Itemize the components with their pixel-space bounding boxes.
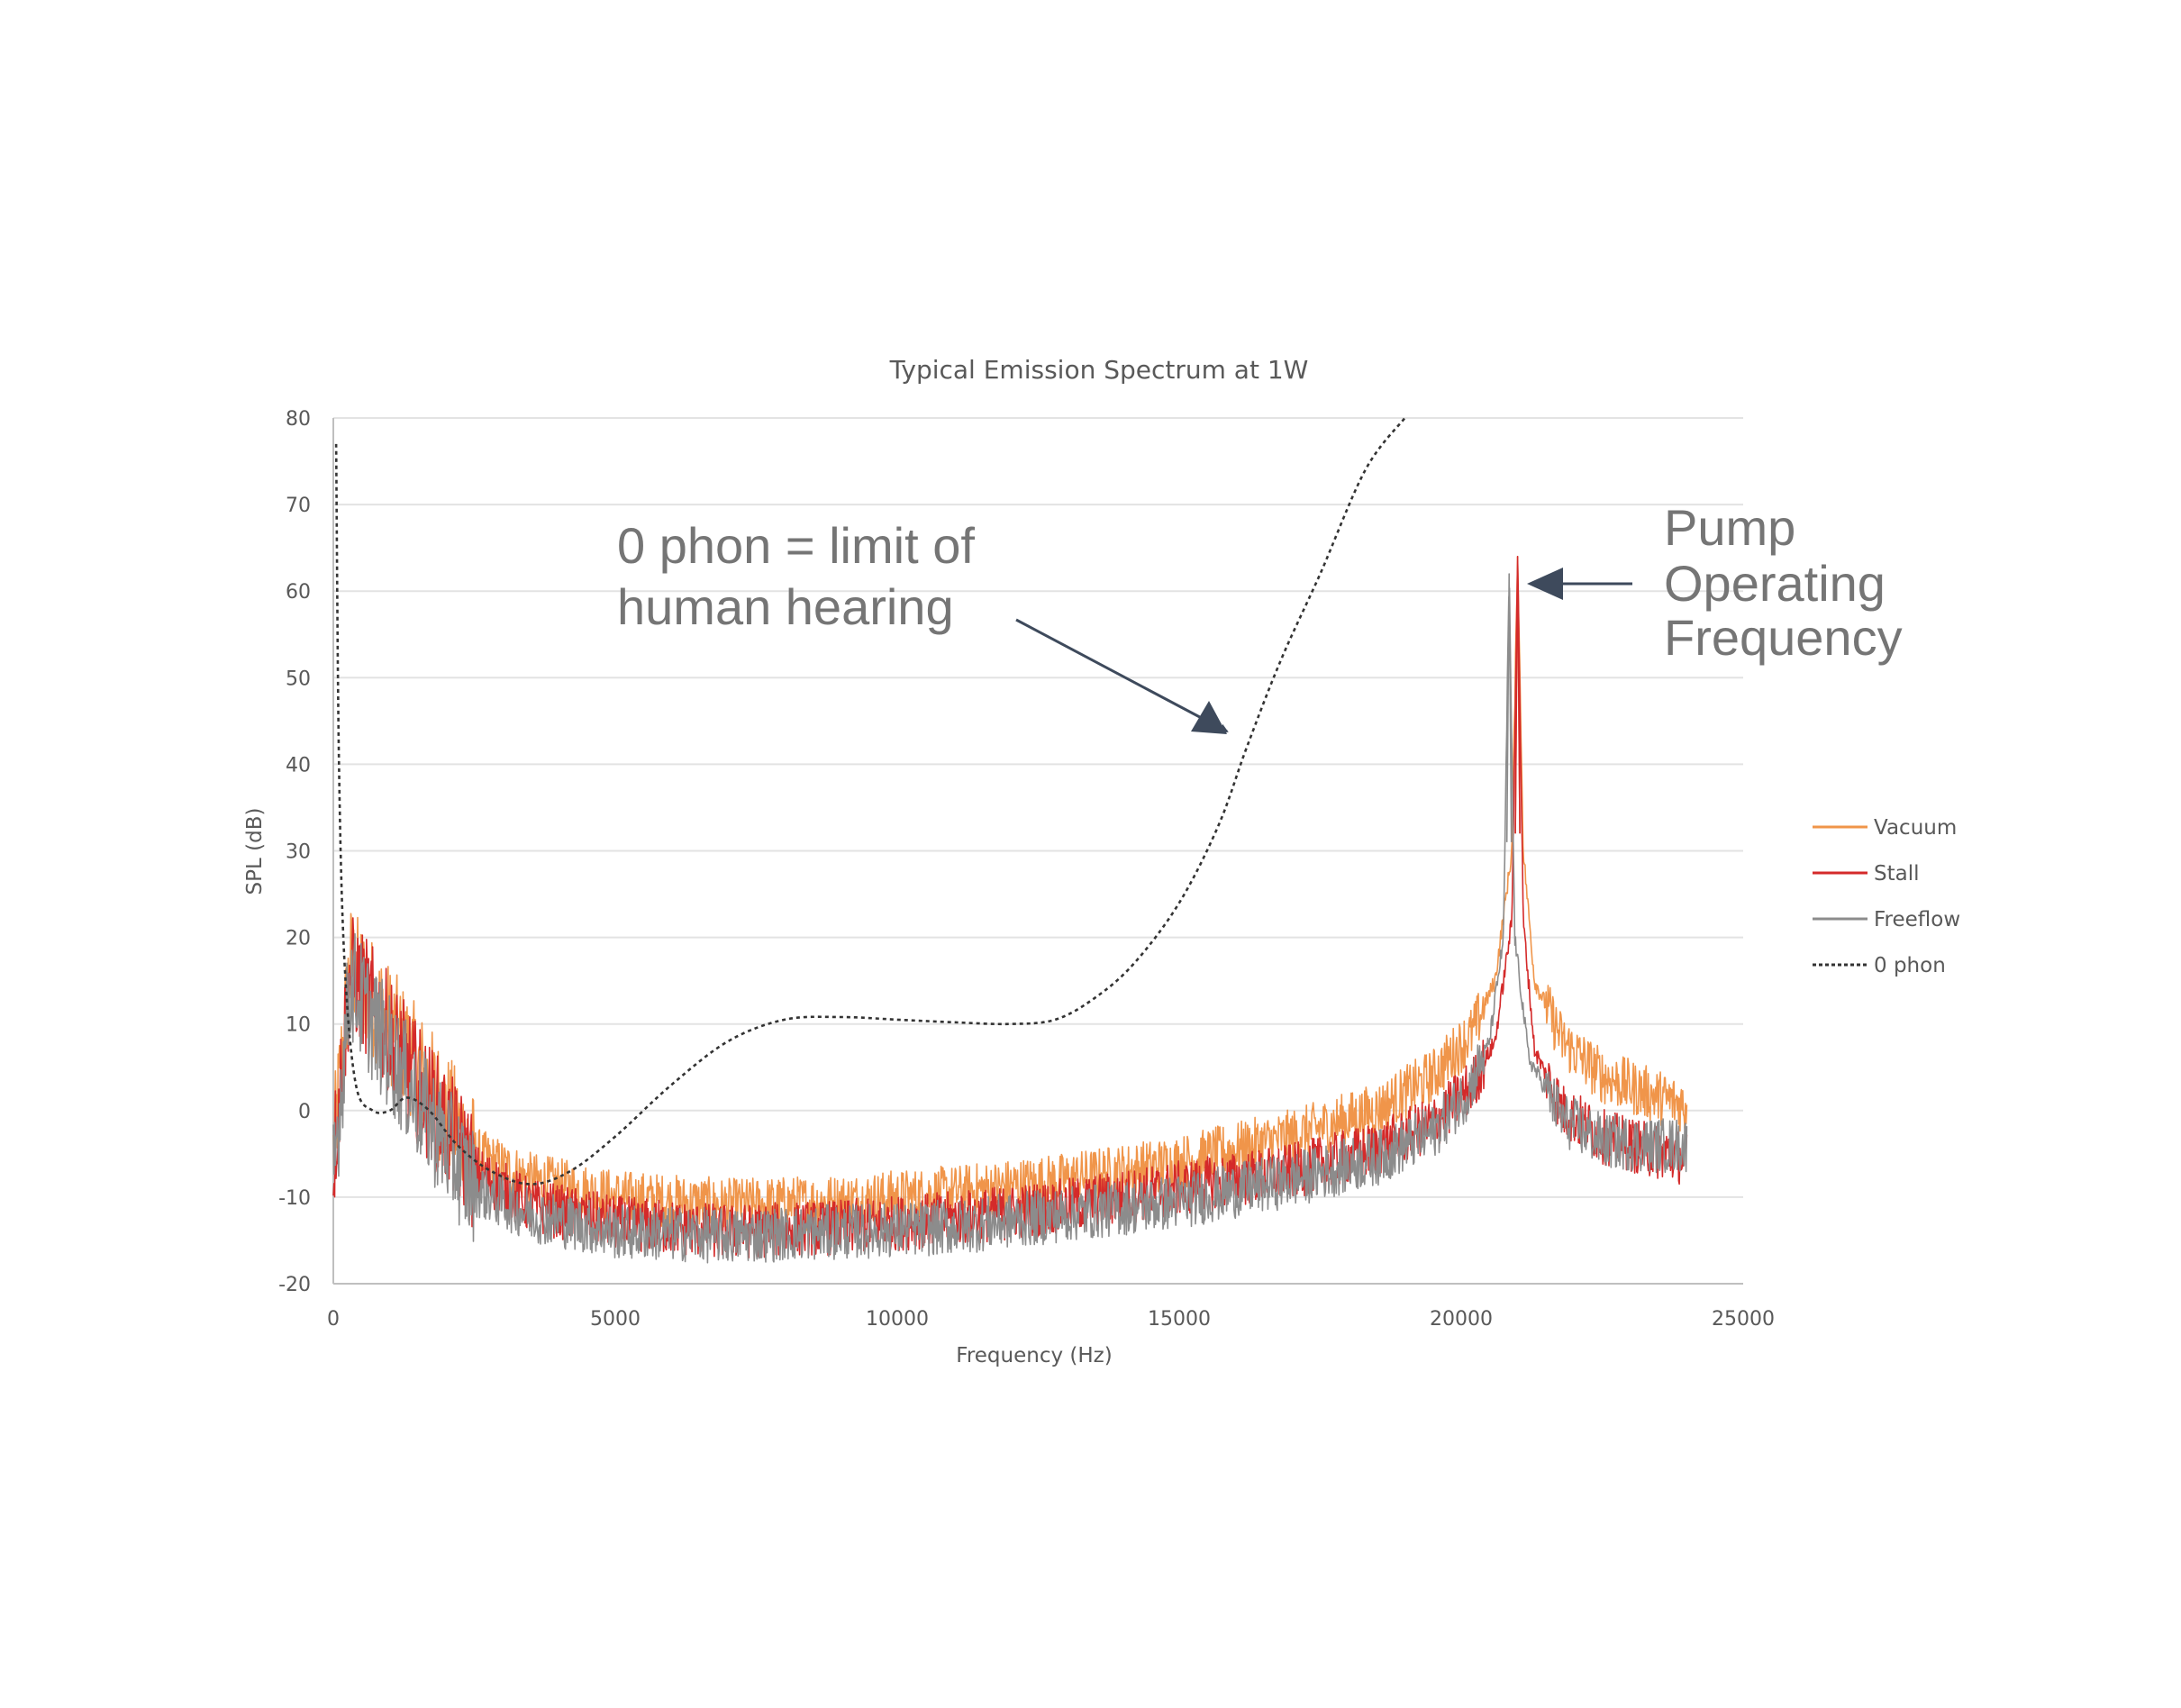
y-tick-label: 40	[286, 754, 311, 777]
annotation-hearing-line-2: human hearing	[617, 578, 954, 635]
legend-label: Freeflow	[1874, 908, 1960, 931]
plot-area	[332, 417, 1688, 1264]
y-tick-label: 80	[286, 408, 311, 431]
legend: Vacuum Stall Freeflow 0 phon	[1813, 816, 1960, 977]
annotation-hearing-arrow	[1015, 618, 1229, 733]
y-tick-label: 70	[286, 495, 311, 517]
series-line-stall	[332, 556, 1688, 1258]
x-axis-title: Frequency (Hz)	[956, 1344, 1112, 1367]
legend-label: Vacuum	[1874, 816, 1957, 840]
y-tick-label: 30	[286, 841, 311, 864]
annotation-hearing-line-1: 0 phon = limit of	[617, 517, 975, 574]
annotation-pump-line-3: Frequency	[1664, 609, 1903, 666]
x-tick-label: 10000	[866, 1308, 929, 1331]
chart-title: Typical Emission Spectrum at 1W	[889, 355, 1309, 385]
gridlines	[333, 417, 1743, 1198]
legend-label: Stall	[1874, 862, 1920, 886]
annotation-hearing-arrowhead	[1191, 701, 1227, 734]
y-tick-label: -10	[278, 1187, 311, 1210]
legend-label: 0 phon	[1874, 954, 1946, 977]
y-tick-label: 20	[286, 928, 311, 950]
annotation-hearing-limit: 0 phon = limit of human hearing	[617, 517, 988, 635]
x-tick-label: 15000	[1148, 1308, 1211, 1331]
x-tick-label: 25000	[1712, 1308, 1775, 1331]
y-axis-ticks: 80 70 60 50 40 30 20 10 0 -10 -20	[278, 408, 311, 1296]
series-line-vacuum	[332, 556, 1688, 1234]
annotation-pump-arrowhead	[1527, 568, 1563, 600]
series-line-freeflow	[332, 573, 1688, 1264]
y-tick-label: 0	[298, 1101, 311, 1123]
x-tick-label: 5000	[590, 1308, 641, 1331]
y-axis-title: SPL (dB)	[243, 808, 267, 895]
y-tick-label: 10	[286, 1014, 311, 1037]
y-tick-label: 60	[286, 581, 311, 604]
series-line-0-phon	[334, 417, 1406, 1186]
x-axis-ticks: 0 5000 10000 15000 20000 25000	[327, 1308, 1775, 1331]
annotation-pump-line-2: Operating	[1664, 555, 1886, 612]
x-tick-label: 0	[327, 1308, 340, 1331]
y-tick-label: -20	[278, 1274, 311, 1296]
x-tick-label: 20000	[1430, 1308, 1493, 1331]
y-tick-label: 50	[286, 668, 311, 690]
annotation-pump-line-1: Pump	[1664, 499, 1795, 556]
annotation-pump-frequency: Pump Operating Frequency	[1664, 499, 1903, 666]
